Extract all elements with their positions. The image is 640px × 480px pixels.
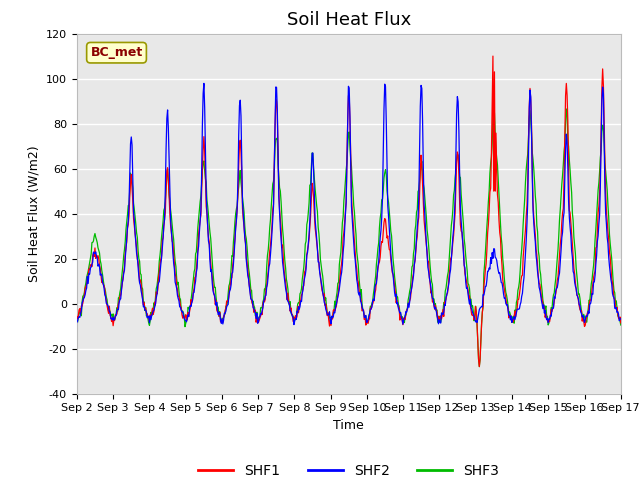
Title: Soil Heat Flux: Soil Heat Flux [287,11,411,29]
Y-axis label: Soil Heat Flux (W/m2): Soil Heat Flux (W/m2) [28,145,40,282]
X-axis label: Time: Time [333,419,364,432]
Text: BC_met: BC_met [90,46,143,59]
Legend: SHF1, SHF2, SHF3: SHF1, SHF2, SHF3 [193,458,505,480]
